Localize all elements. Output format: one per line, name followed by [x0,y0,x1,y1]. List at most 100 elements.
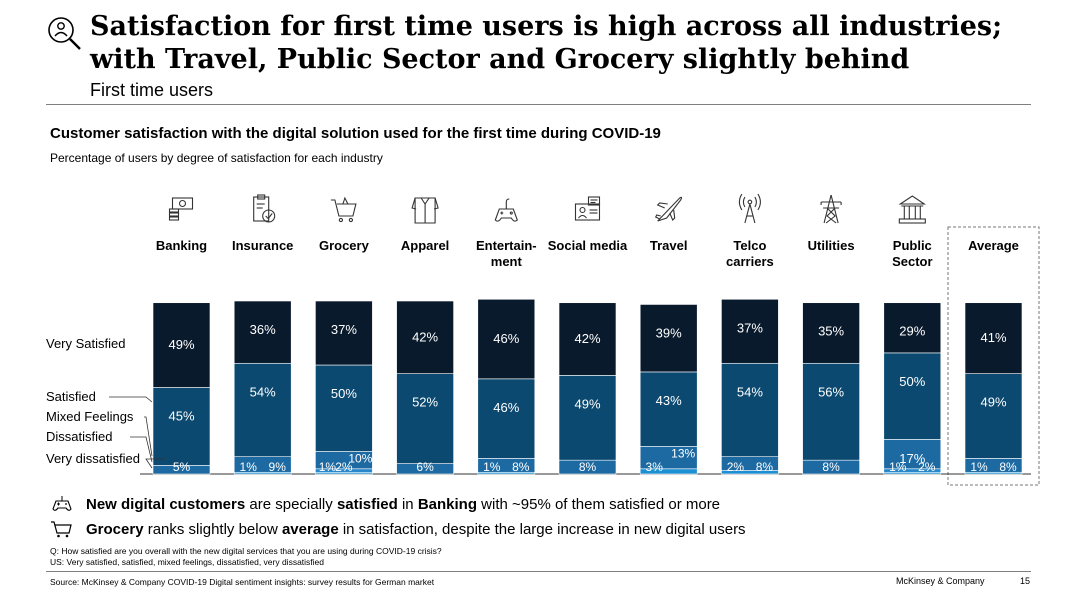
bar-segment-telco-carriers-satisfied [721,362,779,457]
insight-part: are specially [245,496,337,513]
data-label-apparel-very-satisfied: 42% [412,329,438,344]
bar-segment-average-very-satisfied [964,302,1023,374]
insight-part: average [281,521,339,538]
bar-segment-utilities-satisfied [802,362,860,461]
bar-segment-public-sector-very-satisfied [883,302,942,354]
data-label-apparel-mixed-feelings: 6% [416,460,434,474]
data-label-banking-satisfied: 45% [168,409,194,424]
gamepad-icon [52,496,72,511]
data-label-entertain-ment-mixed-feelings: 8% [512,460,530,474]
data-label-utilities-satisfied: 56% [818,384,844,399]
legend-leader-satisfied [109,396,153,403]
data-label-social-media-mixed-feelings: 8% [579,460,597,474]
bar-segment-social-media-very-satisfied [558,302,617,376]
source-note: Source: McKinsey & Company COVID-19 Digi… [50,577,435,587]
bar-segment-entertain-ment-satisfied [477,378,536,459]
insight-part: Grocery [86,521,144,538]
data-label-entertain-ment-very-satisfied: 46% [493,331,519,346]
insight-part: ranks slightly below [143,521,282,538]
average-highlight-box [947,226,1040,486]
bar-segment-entertain-ment-very-satisfied [477,298,536,380]
bar-segment-travel-satisfied [639,371,698,447]
page-subtitle: First time users [90,80,214,100]
data-label-average-mixed-feelings: 8% [999,460,1017,474]
legend-label-mixed-feelings: Mixed Feelings [46,409,134,424]
bar-segment-insurance-very-satisfied [233,300,292,364]
page-number: 15 [1020,576,1031,586]
data-label-utilities-mixed-feelings: 8% [822,460,840,474]
data-label-insurance-mixed-feelings: 9% [269,460,287,474]
category-label-insurance: Insurance [232,238,293,253]
government-building-icon [898,195,927,224]
data-label-average-very-dissatisfied: 1% [970,460,988,474]
shopping-cart-icon [51,521,72,538]
airplane-icon [654,196,683,222]
stacked-bar-chart: Banking 5% 45% 49% Insurance 1% 9% 54% 36% Grocer… [46,193,1040,486]
bar-segment-apparel-satisfied [396,373,454,464]
clipboard-check-icon [253,194,276,223]
data-label-grocery-very-satisfied: 37% [331,322,357,337]
category-label-average: Average [968,238,1019,253]
legend-leader-dissatisfied [130,436,153,463]
data-label-entertain-ment-very-dissatisfied: 1% [483,460,501,474]
data-label-travel-very-satisfied: 39% [656,325,682,340]
chart-title: Customer satisfaction with the digital s… [50,125,661,142]
page-title: Satisfaction for first time users is hig… [90,11,1003,75]
shopping-cart-icon [330,196,357,223]
data-label-telco-carriers-very-satisfied: 37% [737,320,763,335]
data-label-banking-very-satisfied: 49% [168,337,194,352]
category-label-telco-carriers: Telco carriers [726,238,774,269]
footer-divider [46,571,1031,572]
data-label-apparel-satisfied: 52% [412,395,438,410]
legend-leader-mixed-feelings [144,416,153,457]
data-label-grocery-very-dissatisfied: 1% [319,460,337,474]
data-label-travel-satisfied: 43% [656,393,682,408]
bar-segment-social-media-satisfied [558,375,617,461]
data-label-utilities-very-satisfied: 35% [818,324,844,339]
data-label-public-sector-satisfied: 50% [899,374,925,389]
legend-label-very-dissatisfied: Very dissatisfied [46,451,140,466]
data-label-public-sector-very-satisfied: 29% [899,324,925,339]
insight-part: New digital customers [86,496,246,513]
bar-segment-grocery-very-satisfied [315,300,373,366]
antenna-icon [738,193,761,224]
bar-segment-telco-carriers-very-satisfied [721,298,779,364]
bar-segment-public-sector-satisfied [883,352,942,440]
insight-part: with ~95% of them satisfied or more [477,496,721,513]
insight-part: satisfied [336,496,398,513]
category-label-banking: Banking [156,238,207,253]
insight-grocery: Grocery ranks slightly below average in … [86,521,746,538]
data-label-grocery-mixed-feelings: 10% [348,452,372,466]
question-note: Q: How satisfied are you overall with th… [50,546,442,556]
category-label-entertain-ment: Entertain-ment [476,238,537,269]
shirt-icon [411,197,439,224]
data-label-entertain-ment-satisfied: 46% [493,400,519,415]
data-label-grocery-satisfied: 50% [331,386,357,401]
data-label-travel-mixed-feelings: 13% [671,446,695,460]
data-label-public-sector-dissatisfied: 2% [918,460,936,474]
category-label-social-media: Social media [548,238,628,253]
category-label-public-sector: Public Sector [892,238,932,269]
legend-label-satisfied: Satisfied [46,389,96,404]
data-label-insurance-very-dissatisfied: 1% [240,460,258,474]
chart-subtitle: Percentage of users by degree of satisfa… [50,151,383,165]
bar-segment-banking-satisfied [152,387,211,466]
data-label-telco-carriers-satisfied: 54% [737,384,763,399]
money-icon [168,197,194,221]
data-label-public-sector-very-dissatisfied: 1% [889,460,907,474]
category-label-utilities: Utilities [808,238,855,253]
data-label-telco-carriers-very-dissatisfied: 2% [727,460,745,474]
data-label-travel-very-dissatisfied: 3% [646,460,664,474]
data-label-telco-carriers-mixed-feelings: 8% [756,460,774,474]
social-screen-icon [574,196,601,221]
answer-scale-note: US: Very satisfied, satisfied, mixed fee… [50,557,325,567]
search-person-icon [48,17,81,50]
bar-segment-travel-very-satisfied [639,304,698,373]
data-label-insurance-satisfied: 54% [250,384,276,399]
title-divider [46,104,1031,105]
bar-segment-apparel-very-satisfied [396,300,454,374]
bar-segment-average-satisfied [964,373,1023,459]
data-label-banking-mixed-feelings: 5% [173,460,191,474]
insight-part: in [397,496,418,513]
data-label-grocery-dissatisfied: 2% [335,460,353,474]
